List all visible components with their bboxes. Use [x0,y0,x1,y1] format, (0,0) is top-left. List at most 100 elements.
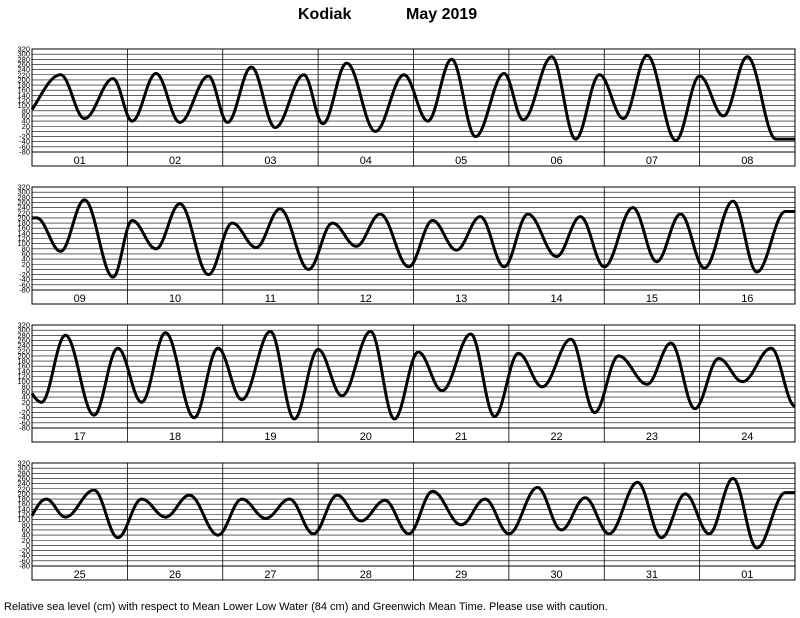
day-label: 01 [74,155,86,167]
y-tick-label: 80 [22,520,30,529]
y-tick-label: 0 [26,265,30,274]
day-label: 23 [646,431,658,443]
y-tick-label: 160 [17,362,30,371]
y-tick-label: 180 [17,81,30,90]
day-label: 20 [360,431,372,443]
y-tick-label: 200 [17,489,30,498]
y-tick-label: 80 [22,106,30,115]
day-label: 31 [646,569,658,581]
day-label: 07 [646,155,658,167]
y-tick-label: 80 [22,382,30,391]
y-tick-label: 120 [17,96,30,105]
y-tick-label: 160 [17,224,30,233]
day-label: 08 [741,155,753,167]
y-tick-label: 280 [17,193,30,202]
y-tick-label: 120 [17,372,30,381]
tide-curve [31,198,796,279]
tide-curve [30,53,796,142]
y-tick-label: -80 [19,148,30,157]
y-tick-label: 220 [17,70,30,79]
y-tick-label: -20 [19,546,30,555]
panel-frame [31,324,796,443]
y-tick-label: 40 [22,255,30,264]
day-label: 05 [455,155,467,167]
y-tick-label: 20 [22,536,30,545]
y-tick-label: -20 [19,408,30,417]
y-tick-label: 140 [17,91,30,100]
y-tick-label: 0 [26,403,30,412]
y-tick-label: -80 [19,424,30,433]
panel-frame [31,462,796,581]
y-tick-label: 180 [17,219,30,228]
y-tick-label: 240 [17,479,30,488]
day-label: 02 [169,155,181,167]
y-tick-label: 320 [17,459,30,468]
y-tick-label: 200 [17,75,30,84]
y-tick-label: 280 [17,331,30,340]
y-tick-label: 180 [17,357,30,366]
day-label: 01 [741,569,753,581]
day-label: 06 [550,155,562,167]
title-station: Kodiak [298,6,352,23]
y-tick-label: -40 [19,413,30,422]
y-tick-label: -20 [19,270,30,279]
day-label: 12 [360,293,372,305]
y-tick-label: 240 [17,341,30,350]
y-tick-label: 320 [17,45,30,54]
y-tick-label: 140 [17,505,30,514]
y-tick-label: 300 [17,188,30,197]
day-label: 25 [74,569,86,581]
y-tick-label: 80 [22,244,30,253]
y-tick-label: 260 [17,198,30,207]
y-tick-label: 220 [17,484,30,493]
y-tick-label: 200 [17,351,30,360]
y-tick-label: 180 [17,495,30,504]
y-tick-label: -20 [19,132,30,141]
y-tick-label: 260 [17,474,30,483]
y-tick-label: 140 [17,229,30,238]
y-tick-label: -80 [19,286,30,295]
day-label: 30 [550,569,562,581]
y-tick-label: 40 [22,531,30,540]
y-tick-label: 260 [17,336,30,345]
day-label: 14 [550,293,562,305]
day-label: 26 [169,569,181,581]
y-tick-label: 320 [17,321,30,330]
day-label: 11 [265,293,276,305]
y-tick-label: 300 [17,326,30,335]
y-tick-label: -60 [19,280,30,289]
y-tick-label: 240 [17,203,30,212]
day-label: 04 [360,155,372,167]
y-tick-label: -40 [19,275,30,284]
y-tick-label: 300 [17,464,30,473]
day-label: 19 [264,431,276,443]
title-period: May 2019 [406,6,478,23]
chart-title: Kodiak May 2019 [0,6,800,28]
day-label: 15 [646,293,658,305]
day-label: 27 [264,569,276,581]
y-tick-label: 320 [17,183,30,192]
day-label: 13 [455,293,467,305]
day-label: 24 [741,431,753,443]
day-label: 22 [550,431,562,443]
y-tick-label: -40 [19,137,30,146]
y-tick-label: -60 [19,142,30,151]
y-tick-label: 300 [17,50,30,59]
y-tick-label: -40 [19,551,30,560]
y-tick-label: -60 [19,556,30,565]
footer-note: Relative sea level (cm) with respect to … [4,601,608,613]
y-tick-label: 100 [17,515,30,524]
y-tick-label: 20 [22,122,30,131]
y-tick-label: 40 [22,117,30,126]
y-tick-label: 100 [17,101,30,110]
y-tick-label: 100 [17,377,30,386]
day-label: 09 [74,293,86,305]
y-tick-label: 120 [17,234,30,243]
y-tick-label: 240 [17,65,30,74]
y-tick-label: 60 [22,249,30,258]
tide-curve [30,330,796,421]
y-tick-label: 280 [17,55,30,64]
panel-frame [31,186,796,305]
y-tick-label: 160 [17,86,30,95]
